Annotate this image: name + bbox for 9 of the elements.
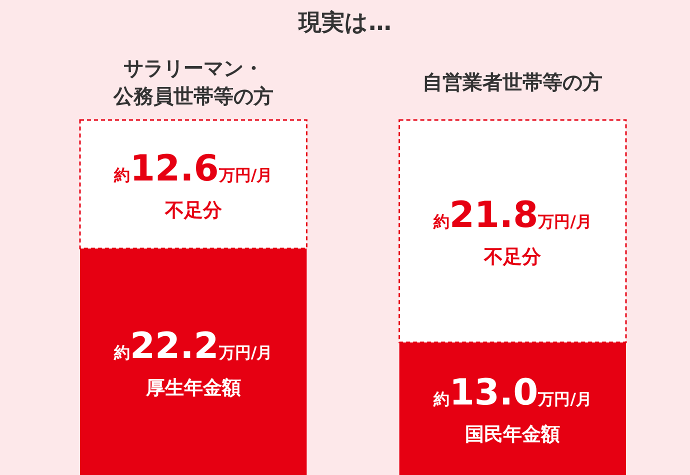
data-label: 約22.2万円/月 bbox=[113, 326, 273, 367]
x-tick-label: 自営業者世帯等の方 bbox=[422, 70, 603, 94]
chart-title: 現実は… bbox=[298, 9, 392, 36]
series-label: 厚生年金額 bbox=[144, 376, 241, 399]
text: 不足分 bbox=[484, 246, 542, 268]
x-tick-label: サラリーマン・公務員世帯等の方 bbox=[112, 56, 274, 108]
series-label: 国民年金額 bbox=[465, 424, 560, 446]
data-label: 約21.8万円/月 bbox=[432, 195, 592, 236]
series-label: 不足分 bbox=[164, 199, 223, 222]
